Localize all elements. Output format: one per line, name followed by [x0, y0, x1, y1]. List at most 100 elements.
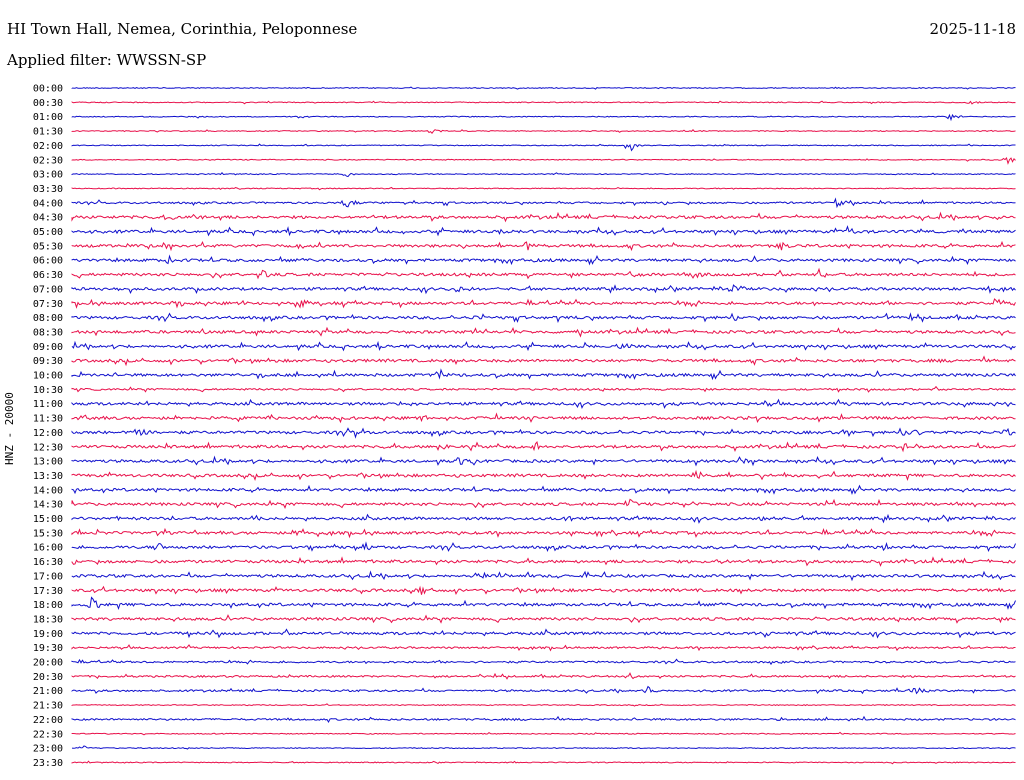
- time-tick-label: 00:00: [33, 84, 63, 95]
- time-tick-label: 02:30: [33, 155, 63, 166]
- trace-line: [71, 441, 1016, 453]
- time-tick-label: 19:00: [33, 629, 63, 640]
- trace-line: [71, 760, 1016, 765]
- time-tick-label: 15:00: [33, 514, 63, 525]
- filter-label: Applied filter: WWSSN-SP: [7, 51, 207, 69]
- trace-line: [71, 326, 1016, 338]
- time-tick-label: 23:00: [33, 744, 63, 755]
- trace-line: [71, 225, 1016, 237]
- trace-line: [71, 143, 1016, 152]
- time-tick-label: 21:30: [33, 701, 63, 712]
- trace-line: [71, 498, 1016, 509]
- time-tick-label: 11:30: [33, 414, 63, 425]
- time-tick-label: 08:30: [33, 327, 63, 338]
- time-tick-label: 14:00: [33, 485, 63, 496]
- time-tick-label: 06:30: [33, 270, 63, 281]
- time-tick-label: 19:30: [33, 643, 63, 654]
- trace-line: [71, 469, 1016, 481]
- trace-line: [71, 197, 1016, 209]
- trace-line: [71, 385, 1016, 393]
- trace-line: [71, 211, 1016, 223]
- time-tick-label: 04:00: [33, 198, 63, 209]
- trace-line: [71, 672, 1016, 680]
- time-tick-label: 13:30: [33, 471, 63, 482]
- trace-line: [71, 312, 1016, 323]
- time-tick-label: 10:30: [33, 385, 63, 396]
- time-tick-label: 03:00: [33, 170, 63, 181]
- trace-line: [71, 172, 1016, 178]
- time-tick-label: 21:00: [33, 686, 63, 697]
- trace-line: [71, 715, 1016, 724]
- time-tick-label: 00:30: [33, 98, 63, 109]
- time-tick-label: 18:30: [33, 614, 63, 625]
- time-tick-label: 02:00: [33, 141, 63, 152]
- trace-line: [71, 254, 1016, 266]
- trace-line: [71, 455, 1016, 467]
- time-tick-label: 16:30: [33, 557, 63, 568]
- time-tick-label: 23:30: [33, 758, 63, 769]
- trace-line: [71, 585, 1016, 595]
- time-tick-label: 14:30: [33, 500, 63, 511]
- time-tick-label: 05:00: [33, 227, 63, 238]
- trace-line: [71, 658, 1016, 666]
- trace-line: [71, 527, 1016, 539]
- trace-line: [71, 398, 1016, 410]
- time-tick-label: 05:30: [33, 241, 63, 252]
- trace-line: [71, 113, 1016, 122]
- trace-line: [71, 703, 1016, 707]
- trace-line: [71, 614, 1016, 624]
- trace-line: [71, 685, 1016, 695]
- trace-line: [71, 628, 1016, 639]
- time-tick-label: 16:00: [33, 543, 63, 554]
- time-tick-label: 01:30: [33, 127, 63, 138]
- trace-line: [71, 570, 1016, 582]
- time-tick-label: 03:30: [33, 184, 63, 195]
- date-label: 2025-11-18: [929, 20, 1016, 38]
- time-tick-label: 15:30: [33, 528, 63, 539]
- time-tick-label: 22:30: [33, 729, 63, 740]
- trace-line: [71, 267, 1016, 280]
- trace-line: [71, 596, 1016, 611]
- trace-line: [71, 556, 1016, 567]
- trace-line: [71, 298, 1016, 309]
- time-tick-label: 22:00: [33, 715, 63, 726]
- time-tick-label: 07:00: [33, 284, 63, 295]
- trace-line: [71, 484, 1016, 496]
- trace-line: [71, 284, 1016, 295]
- trace-line: [71, 355, 1016, 367]
- trace-line: [71, 100, 1016, 105]
- time-tick-label: 07:30: [33, 299, 63, 310]
- station-title: HI Town Hall, Nemea, Corinthia, Peloponn…: [7, 20, 358, 38]
- time-tick-label: 17:30: [33, 586, 63, 597]
- time-tick-label: 20:00: [33, 658, 63, 669]
- trace-line: [71, 186, 1016, 191]
- time-tick-label: 01:00: [33, 112, 63, 123]
- trace-line: [71, 368, 1016, 381]
- trace-line: [71, 731, 1016, 736]
- time-tick-label: 12:00: [33, 428, 63, 439]
- trace-line: [71, 340, 1016, 352]
- trace-line: [71, 240, 1016, 252]
- time-tick-label: 10:00: [33, 371, 63, 382]
- trace-line: [71, 129, 1016, 134]
- trace-line: [71, 412, 1016, 424]
- trace-line: [71, 157, 1016, 165]
- time-tick-label: 18:00: [33, 600, 63, 611]
- time-tick-label: 04:30: [33, 213, 63, 224]
- trace-line: [71, 541, 1016, 552]
- trace-line: [71, 427, 1016, 439]
- time-tick-label: 06:00: [33, 256, 63, 267]
- trace-line: [71, 513, 1016, 524]
- time-tick-label: 17:00: [33, 571, 63, 582]
- time-tick-label: 11:00: [33, 399, 63, 410]
- time-tick-label: 09:30: [33, 356, 63, 367]
- trace-line: [71, 745, 1016, 750]
- trace-line: [71, 644, 1016, 652]
- time-tick-label: 13:00: [33, 457, 63, 468]
- time-tick-label: 08:00: [33, 313, 63, 324]
- trace-line: [71, 86, 1016, 90]
- time-tick-label: 12:30: [33, 442, 63, 453]
- time-tick-label: 20:30: [33, 672, 63, 683]
- time-tick-label: 09:00: [33, 342, 63, 353]
